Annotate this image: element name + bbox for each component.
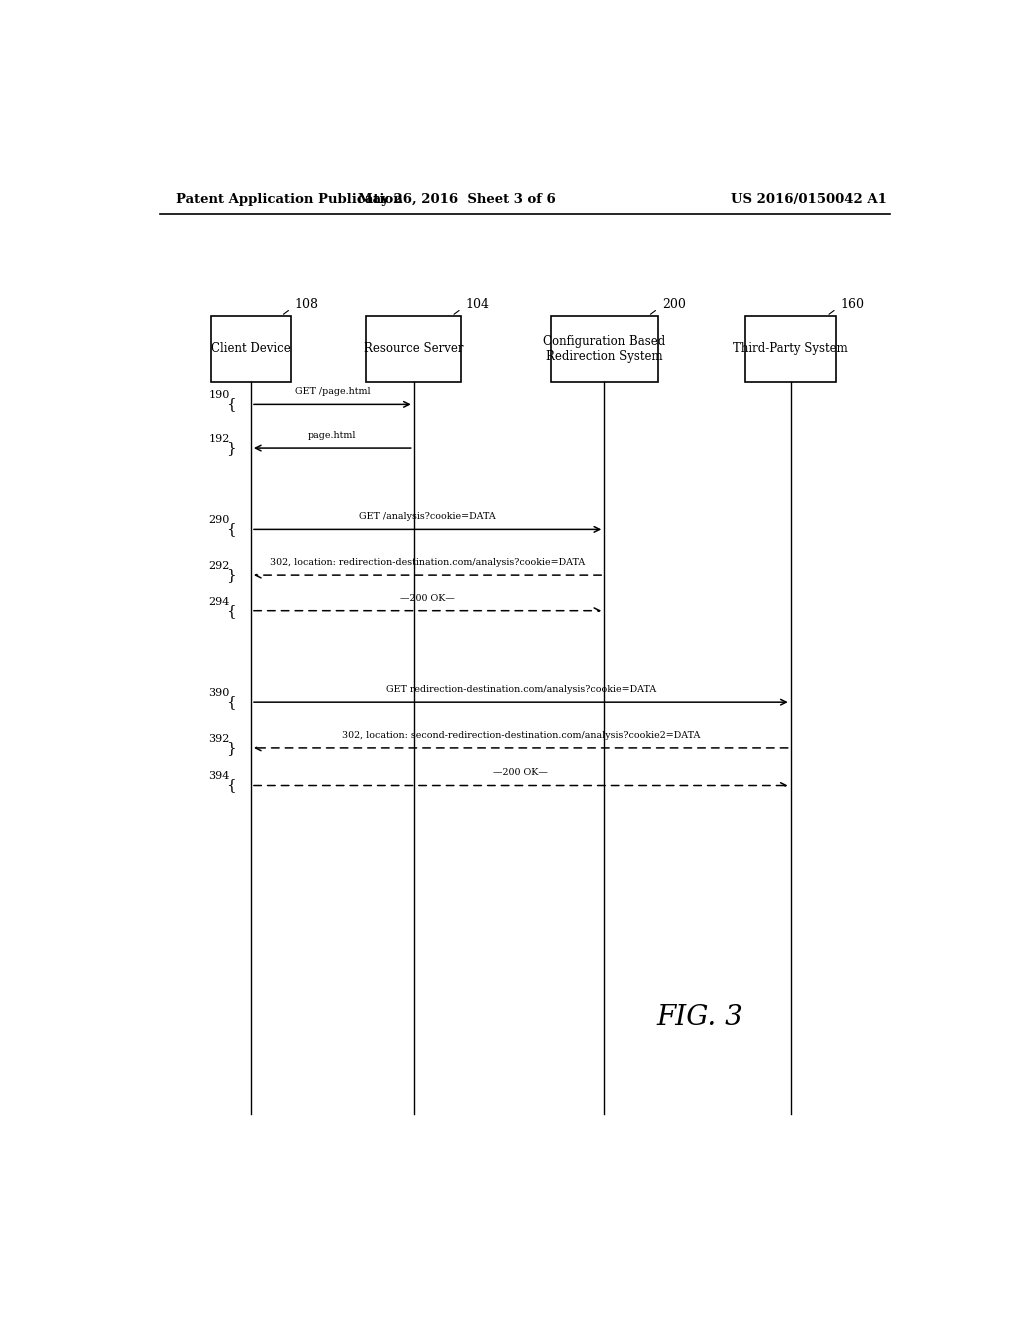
Text: GET /page.html: GET /page.html [295, 387, 370, 396]
Text: 104: 104 [465, 298, 489, 312]
Text: GET /analysis?cookie=DATA: GET /analysis?cookie=DATA [359, 512, 496, 521]
Text: 160: 160 [841, 298, 864, 312]
Text: 390: 390 [208, 688, 229, 698]
Text: page.html: page.html [308, 430, 356, 440]
Text: FIG. 3: FIG. 3 [656, 1003, 742, 1031]
Text: 302, location: redirection-destination.com/analysis?cookie=DATA: 302, location: redirection-destination.c… [270, 558, 585, 568]
Text: {: { [226, 603, 236, 618]
Text: —200 OK—: —200 OK— [400, 594, 455, 602]
Text: US 2016/0150042 A1: US 2016/0150042 A1 [731, 193, 887, 206]
Text: GET redirection-destination.com/analysis?cookie=DATA: GET redirection-destination.com/analysis… [386, 685, 656, 694]
Text: {: { [226, 523, 236, 536]
Text: Configuration Based
Redirection System: Configuration Based Redirection System [543, 335, 666, 363]
Text: Resource Server: Resource Server [364, 342, 464, 355]
Text: {: { [226, 397, 236, 412]
Text: {: { [226, 779, 236, 792]
Text: 200: 200 [662, 298, 686, 312]
Bar [211, 315, 291, 381]
Text: 294: 294 [208, 597, 229, 607]
Text: }: } [226, 568, 236, 582]
Text: —200 OK—: —200 OK— [494, 768, 548, 777]
Bar [367, 315, 461, 381]
Text: }: } [226, 741, 236, 755]
Text: 394: 394 [208, 771, 229, 781]
Text: 292: 292 [208, 561, 229, 572]
Text: 290: 290 [208, 515, 229, 525]
Bar [745, 315, 837, 381]
Text: Patent Application Publication: Patent Application Publication [176, 193, 402, 206]
Text: 190: 190 [208, 391, 229, 400]
Text: 392: 392 [208, 734, 229, 744]
Text: Third-Party System: Third-Party System [733, 342, 848, 355]
Text: }: } [226, 441, 236, 455]
Text: Client Device: Client Device [211, 342, 291, 355]
Text: 108: 108 [295, 298, 318, 312]
Text: 302, location: second-redirection-destination.com/analysis?cookie2=DATA: 302, location: second-redirection-destin… [342, 731, 700, 739]
Text: 192: 192 [208, 434, 229, 444]
Text: May 26, 2016  Sheet 3 of 6: May 26, 2016 Sheet 3 of 6 [358, 193, 556, 206]
Bar [551, 315, 657, 381]
Text: {: { [226, 696, 236, 709]
